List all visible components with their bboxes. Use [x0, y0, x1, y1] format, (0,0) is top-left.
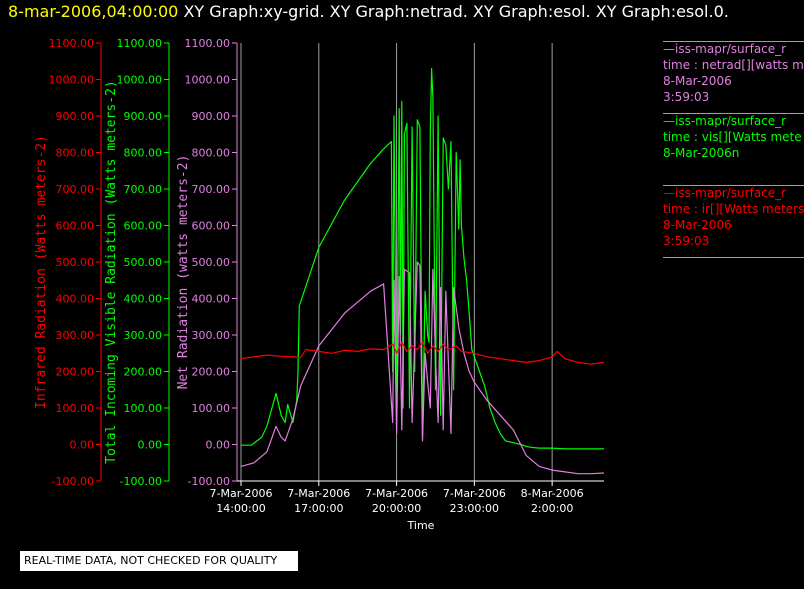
x-tick-label-time-1: 17:00:00	[294, 502, 343, 515]
y-tick-label-ir-6: 500.00	[56, 256, 95, 269]
y-tick-label-net-6: 500.00	[192, 256, 231, 269]
y-axis-title-net: Net Radiation (watts meters-2)	[176, 155, 191, 390]
x-tick-label-time-2: 20:00:00	[372, 502, 421, 515]
x-tick-label-date-0: 7-Mar-2006	[210, 487, 273, 500]
y-tick-label-vis-7: 600.00	[124, 220, 163, 233]
legend-line: time : vis[][Watts mete	[663, 130, 802, 144]
series-line-ir	[240, 341, 605, 365]
x-tick-label-date-3: 7-Mar-2006	[443, 487, 506, 500]
legend-line: —iss-mapr/surface_r	[663, 186, 787, 200]
y-tick-label-vis-9: 800.00	[124, 147, 163, 160]
x-tick-label-date-2: 7-Mar-2006	[365, 487, 428, 500]
series-line-vis	[241, 67, 604, 450]
y-tick-label-ir-1: 0.00	[70, 439, 95, 452]
header-graph-titles: XY Graph:xy-grid. XY Graph:netrad. XY Gr…	[183, 2, 729, 21]
x-tick-label-time-3: 23:00:00	[450, 502, 499, 515]
series-line-netrad	[240, 261, 605, 475]
y-tick-label-net-4: 300.00	[192, 329, 231, 342]
y-tick-label-vis-10: 900.00	[124, 110, 163, 123]
y-tick-label-ir-12: 1100.00	[49, 37, 95, 50]
header-title: 8-mar-2006,04:00:00 XY Graph:xy-grid. XY…	[8, 2, 729, 21]
y-tick-label-ir-10: 900.00	[56, 110, 95, 123]
y-tick-label-vis-2: 100.00	[124, 402, 163, 415]
y-tick-label-net-0: -100.00	[188, 475, 230, 488]
y-tick-label-vis-12: 1100.00	[117, 37, 163, 50]
legend-line: 8-Mar-2006	[663, 74, 732, 88]
y-tick-label-ir-4: 300.00	[56, 329, 95, 342]
legend-divider	[663, 185, 804, 186]
legend-line: time : netrad[][watts m	[663, 58, 804, 72]
legend-line: 8-Mar-2006	[663, 218, 732, 232]
x-axis-title: Time	[407, 519, 435, 532]
legend-line: 3:59:03	[663, 234, 710, 248]
legend-line: time : ir[][Watts meters	[663, 202, 804, 216]
x-tick-label-date-4: 8-Mar-2006	[521, 487, 584, 500]
y-tick-label-net-2: 100.00	[192, 402, 231, 415]
legend-line: 3:59:03	[663, 90, 710, 104]
y-tick-label-vis-1: 0.00	[138, 439, 163, 452]
y-tick-label-vis-5: 400.00	[124, 293, 163, 306]
y-tick-label-ir-5: 400.00	[56, 293, 95, 306]
y-tick-label-net-8: 700.00	[192, 183, 231, 196]
y-tick-label-vis-4: 300.00	[124, 329, 163, 342]
legend-divider	[663, 113, 804, 114]
y-tick-label-ir-7: 600.00	[56, 220, 95, 233]
quality-note: REAL-TIME DATA, NOT CHECKED FOR QUALITY	[20, 551, 298, 571]
y-tick-label-ir-3: 200.00	[56, 366, 95, 379]
y-tick-label-ir-9: 800.00	[56, 147, 95, 160]
legend-line: 8-Mar-2006n	[663, 146, 740, 160]
y-axis-title-ir: Infrared Radiation (Watts meters-2)	[34, 135, 49, 409]
y-tick-label-net-9: 800.00	[192, 147, 231, 160]
y-tick-label-net-10: 900.00	[192, 110, 231, 123]
legend-line: —iss-mapr/surface_r	[663, 114, 787, 128]
y-tick-label-ir-2: 100.00	[56, 402, 95, 415]
y-tick-label-vis-3: 200.00	[124, 366, 163, 379]
header-timestamp: 8-mar-2006,04:00:00	[8, 2, 179, 21]
x-tick-label-time-4: 2:00:00	[531, 502, 573, 515]
y-tick-label-vis-6: 500.00	[124, 256, 163, 269]
legend-line: —iss-mapr/surface_r	[663, 42, 787, 56]
x-tick-label-time-0: 14:00:00	[216, 502, 265, 515]
y-tick-label-net-11: 1000.00	[185, 74, 231, 87]
legend-divider	[663, 41, 804, 42]
y-tick-label-ir-11: 1000.00	[49, 74, 95, 87]
y-tick-label-net-7: 600.00	[192, 220, 231, 233]
y-tick-label-vis-0: -100.00	[120, 475, 162, 488]
legend-divider	[663, 257, 804, 258]
y-tick-label-net-5: 400.00	[192, 293, 231, 306]
x-tick-label-date-1: 7-Mar-2006	[287, 487, 350, 500]
y-axis-title-vis: Total Incoming Visible Radiation (Watts …	[104, 80, 119, 464]
y-tick-label-net-12: 1100.00	[185, 37, 231, 50]
y-tick-label-ir-0: -100.00	[52, 475, 94, 488]
y-tick-label-ir-8: 700.00	[56, 183, 95, 196]
y-tick-label-net-1: 0.00	[206, 439, 231, 452]
y-tick-label-vis-11: 1000.00	[117, 74, 163, 87]
y-tick-label-net-3: 200.00	[192, 366, 231, 379]
y-tick-label-vis-8: 700.00	[124, 183, 163, 196]
